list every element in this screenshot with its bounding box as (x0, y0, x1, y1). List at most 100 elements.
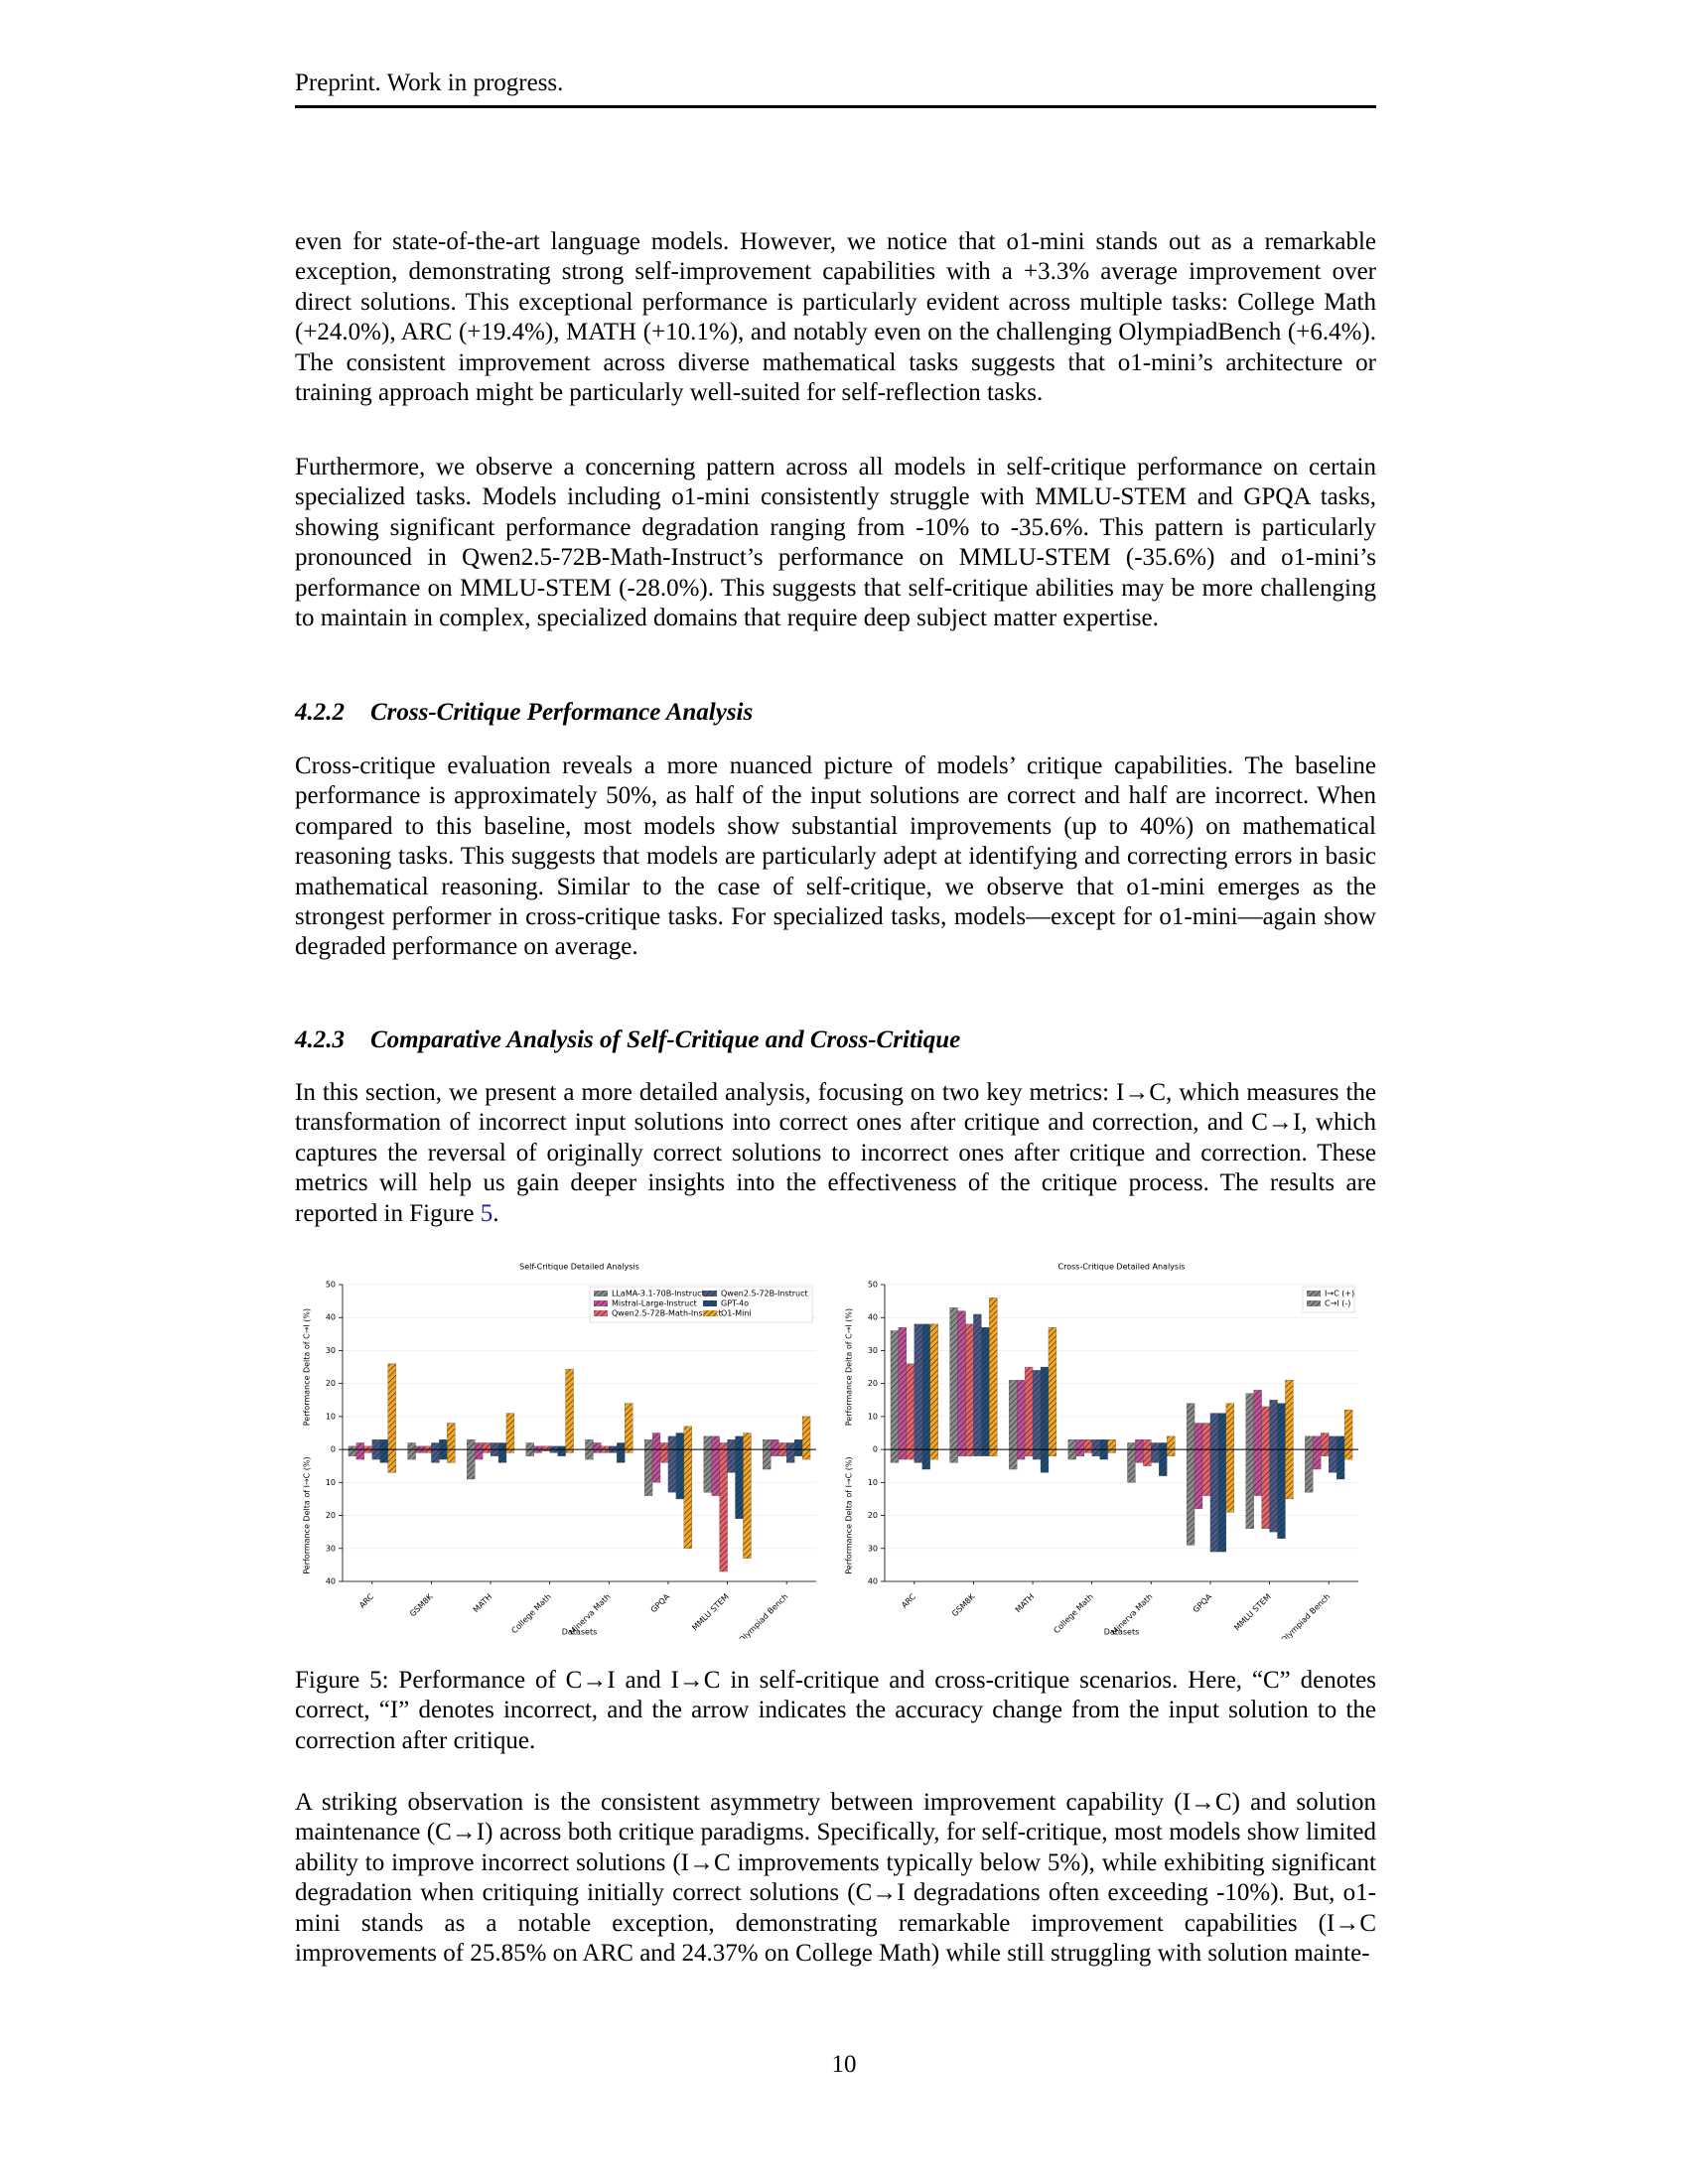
bar (1143, 1438, 1152, 1450)
y-tick-label: 10 (326, 1412, 336, 1421)
bar (1091, 1438, 1100, 1450)
bar (890, 1448, 900, 1463)
bar (439, 1438, 448, 1450)
chart: Cross-Critique Detailed Analysis 40 30 20 10… (845, 1263, 1358, 1639)
bar (675, 1433, 684, 1450)
section-heading: 4.2.3 Comparative Analysis of Self-Critiq… (295, 1025, 1376, 1055)
bar (593, 1442, 602, 1450)
bar (1261, 1448, 1270, 1529)
bar (1032, 1448, 1042, 1460)
bar (1343, 1448, 1353, 1460)
y-tick-label: 10 (326, 1478, 336, 1487)
legend-label: I→C (+) (1325, 1290, 1354, 1298)
paragraph-text: . (492, 1199, 499, 1227)
bar (1135, 1448, 1144, 1463)
bar (355, 1442, 365, 1450)
bar (1336, 1448, 1345, 1480)
bar (778, 1448, 787, 1456)
bar (585, 1438, 594, 1450)
bar (743, 1448, 752, 1559)
y-tick-label: 10 (868, 1478, 878, 1487)
x-tick-label: College Math (1052, 1592, 1094, 1635)
y-tick-label: 20 (868, 1379, 878, 1388)
bar (949, 1448, 958, 1463)
x-tick-label: Olympiad Bench (1279, 1592, 1332, 1639)
bar (1305, 1448, 1314, 1493)
figure-ref[interactable]: 5 (480, 1199, 493, 1227)
bar (1107, 1438, 1116, 1450)
legend-swatch (594, 1310, 608, 1316)
bar (1024, 1448, 1034, 1456)
bar (447, 1448, 456, 1463)
bar (625, 1403, 633, 1450)
bar (1091, 1448, 1100, 1456)
bar (659, 1448, 669, 1463)
page-number: 10 (831, 2051, 857, 2078)
bar (719, 1448, 728, 1572)
y-axis-label: Performance Delta of C→I (%) (845, 1308, 854, 1426)
y-axis-label: Performance Delta of I→C (%) (303, 1456, 312, 1573)
paragraph: Furthermore, we observe a concerning pat… (295, 454, 1376, 632)
bar (1017, 1448, 1026, 1460)
bar (651, 1448, 661, 1483)
bar (1329, 1448, 1337, 1473)
bar (1040, 1366, 1050, 1450)
bar (1245, 1393, 1254, 1450)
bar (525, 1442, 534, 1450)
bar (965, 1448, 974, 1456)
bar (719, 1442, 728, 1450)
bar (735, 1448, 744, 1520)
paragraph: In this section, we present a more detai… (295, 1078, 1376, 1229)
bar (973, 1448, 982, 1456)
bar (651, 1433, 661, 1450)
bar (1277, 1448, 1286, 1539)
bar (965, 1323, 974, 1450)
bar (490, 1442, 499, 1450)
bar (786, 1442, 795, 1450)
bar (1217, 1413, 1226, 1450)
bar (659, 1442, 669, 1450)
y-tick-label: 50 (326, 1281, 336, 1290)
y-tick-label: 20 (868, 1511, 878, 1520)
bar (667, 1448, 677, 1493)
bar (407, 1448, 416, 1460)
bar (497, 1442, 507, 1450)
bar (1253, 1390, 1262, 1450)
bar (379, 1448, 388, 1463)
bar (1048, 1327, 1057, 1450)
legend-swatch (594, 1291, 608, 1297)
x-axis-label: Datasets (1104, 1628, 1140, 1637)
bar (1336, 1435, 1345, 1450)
bar (1040, 1448, 1050, 1473)
legend-swatch (594, 1300, 608, 1306)
bar (778, 1442, 787, 1450)
section-title: Comparative Analysis of Self-Critique an… (370, 1026, 961, 1053)
bar (1209, 1413, 1219, 1450)
bar (1261, 1406, 1270, 1450)
bar (1151, 1442, 1160, 1450)
bar (735, 1435, 744, 1450)
bar (1269, 1448, 1278, 1533)
bar (1253, 1448, 1262, 1496)
legend-label: O1-Mini (721, 1309, 752, 1318)
bar (1167, 1448, 1176, 1456)
x-tick-label: College Math (509, 1592, 552, 1635)
bar (525, 1448, 534, 1456)
y-tick-label: 50 (868, 1281, 878, 1290)
x-tick-label: MMLU STEM (1232, 1592, 1273, 1633)
legend-box (589, 1286, 813, 1323)
bar (1285, 1380, 1294, 1450)
figure-caption: Figure 5: Performance of C→I and I→C in … (295, 1667, 1376, 1754)
bar (1321, 1433, 1330, 1450)
paragraph: A striking observation is the consistent… (295, 1789, 1376, 1968)
bar (1048, 1448, 1057, 1456)
bar (557, 1448, 566, 1456)
chart-title: Self-Critique Detailed Analysis (519, 1263, 639, 1272)
bar (929, 1448, 938, 1460)
paragraph: even for state-of-the-art language model… (295, 228, 1376, 407)
legend-swatch (703, 1291, 717, 1297)
y-axis-label: Performance Delta of I→C (%) (845, 1456, 854, 1573)
section-number: 4.2.3 (295, 1026, 345, 1053)
bar (1343, 1410, 1353, 1450)
